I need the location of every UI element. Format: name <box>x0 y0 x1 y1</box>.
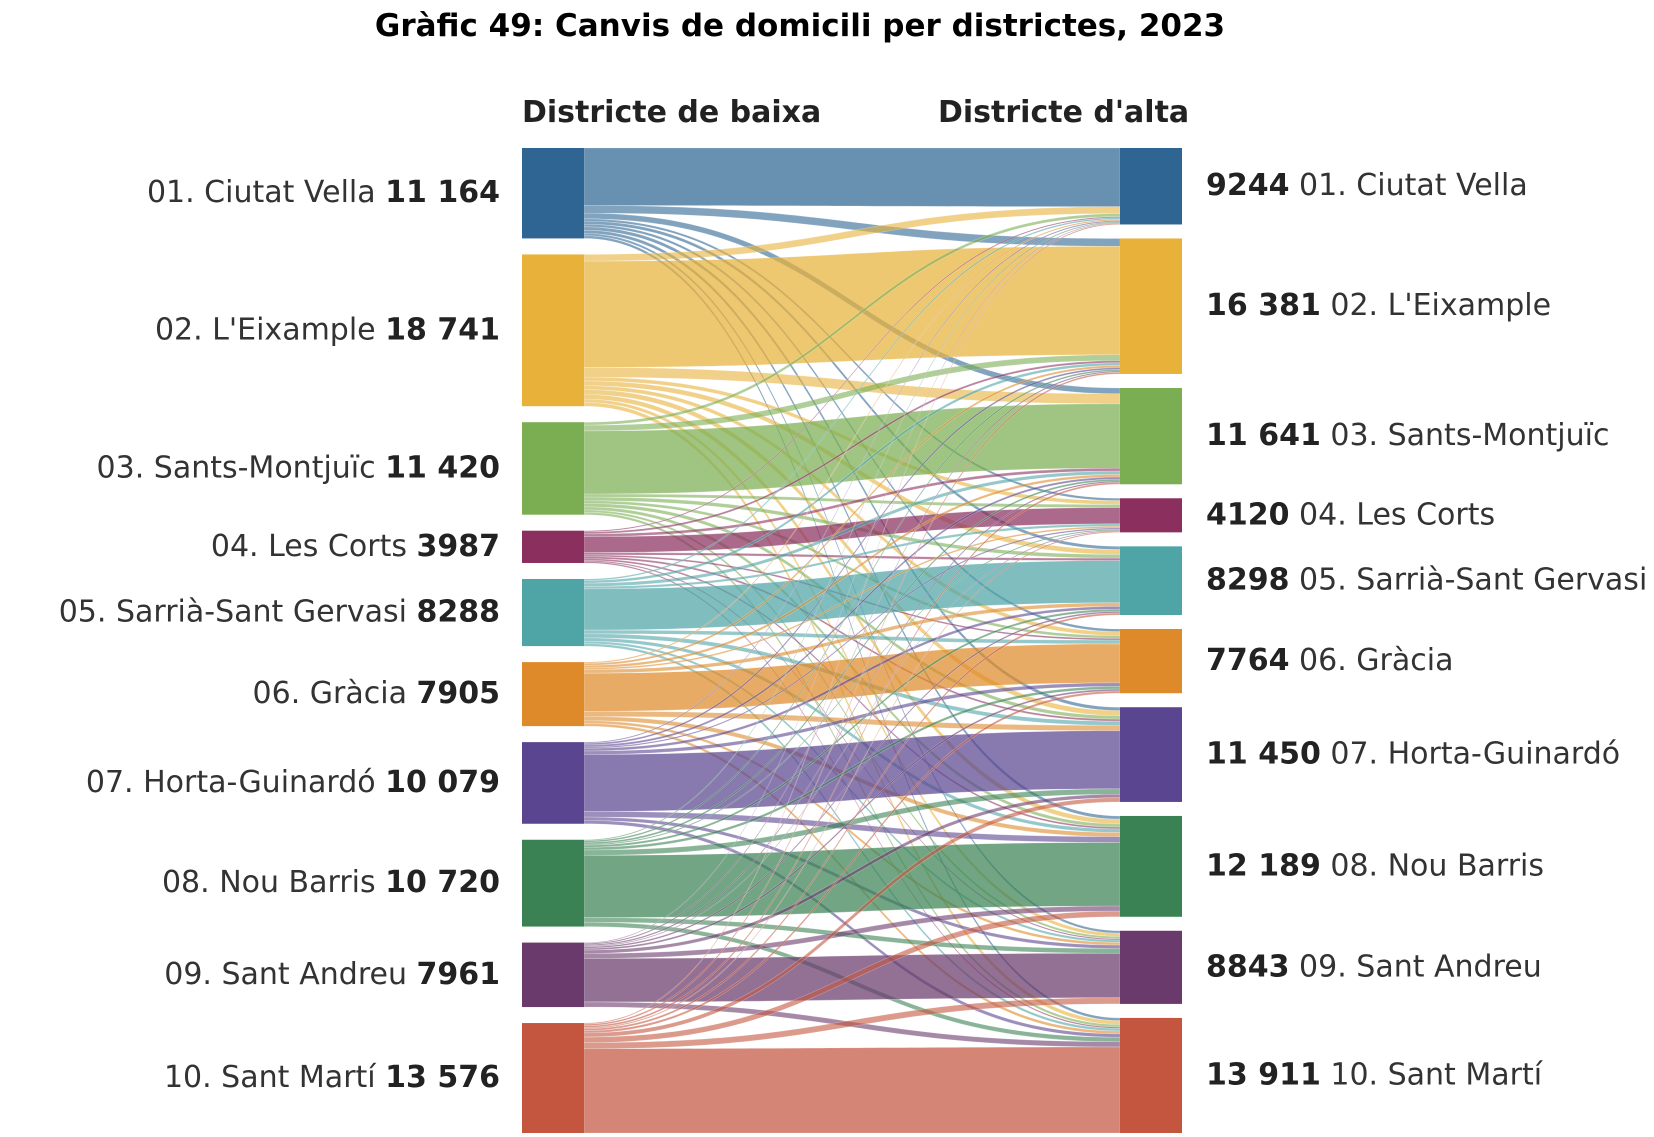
nodes <box>522 148 1182 1133</box>
labels: 01. Ciutat Vella 11 164 9244 01. Ciutat V… <box>59 168 1648 1095</box>
flow-10-to-6 <box>583 690 1121 1034</box>
flow-2-to-2 <box>583 246 1121 368</box>
flows <box>583 147 1121 1134</box>
node-left-2 <box>522 254 584 407</box>
node-left-3 <box>522 422 584 515</box>
node-right-6 <box>1120 628 1182 694</box>
node-right-9 <box>1120 930 1182 1004</box>
chart-title: Gràfic 49: Canvis de domicili per distri… <box>374 8 1226 44</box>
flow-8-to-8 <box>583 842 1121 918</box>
node-right-7 <box>1120 707 1182 802</box>
node-right-5 <box>1120 546 1182 615</box>
flow-1-to-1 <box>583 147 1121 207</box>
right-header: Districte d'alta <box>938 95 1189 130</box>
node-right-3 <box>1120 387 1182 485</box>
left-label-7: 07. Horta-Guinardó 10 079 <box>86 764 500 799</box>
right-label-3: 11 641 03. Sants-Montjuïc <box>1206 418 1609 453</box>
flow-10-to-8 <box>583 910 1121 1043</box>
node-left-6 <box>522 662 584 727</box>
node-left-4 <box>522 530 584 563</box>
left-label-9: 09. Sant Andreu 7961 <box>164 956 500 991</box>
left-label-5: 05. Sarrià-Sant Gervasi 8288 <box>59 594 500 629</box>
node-right-4 <box>1120 498 1182 533</box>
left-label-8: 08. Nou Barris 10 720 <box>162 865 500 900</box>
node-right-1 <box>1120 148 1182 225</box>
right-label-10: 13 911 10. Sant Martí <box>1206 1057 1544 1092</box>
right-label-8: 12 189 08. Nou Barris <box>1206 848 1544 883</box>
node-right-8 <box>1120 815 1182 917</box>
left-label-4: 04. Les Corts 3987 <box>211 528 500 563</box>
node-left-9 <box>522 942 584 1008</box>
node-left-10 <box>522 1023 584 1133</box>
node-left-1 <box>522 148 584 239</box>
left-label-1: 01. Ciutat Vella 11 164 <box>147 175 500 210</box>
left-label-10: 10. Sant Martí 13 576 <box>164 1060 500 1095</box>
right-label-6: 7764 06. Gràcia <box>1206 643 1453 678</box>
left-label-3: 03. Sants-Montjuïc 11 420 <box>97 450 500 485</box>
left-label-6: 06. Gràcia 7905 <box>253 676 500 711</box>
flow-10-to-4 <box>583 530 1121 1029</box>
right-label-1: 9244 01. Ciutat Vella <box>1206 168 1528 203</box>
flow-10-to-10 <box>583 1046 1121 1134</box>
right-label-4: 4120 04. Les Corts <box>1206 497 1495 532</box>
right-label-5: 8298 05. Sarrià-Sant Gervasi <box>1206 562 1647 597</box>
left-label-2: 02. L'Eixample 18 741 <box>155 312 500 347</box>
flow-10-to-2 <box>583 371 1121 1027</box>
right-label-2: 16 381 02. L'Eixample <box>1206 288 1551 323</box>
node-left-7 <box>522 742 584 824</box>
flow-10-to-1 <box>583 223 1121 1025</box>
node-right-10 <box>1120 1017 1182 1133</box>
left-header: Districte de baixa <box>522 95 821 130</box>
right-label-9: 8843 09. Sant Andreu <box>1206 949 1542 984</box>
node-left-5 <box>522 578 584 647</box>
right-label-7: 11 450 07. Horta-Guinardó <box>1206 736 1620 771</box>
node-left-8 <box>522 839 584 927</box>
node-right-2 <box>1120 238 1182 374</box>
